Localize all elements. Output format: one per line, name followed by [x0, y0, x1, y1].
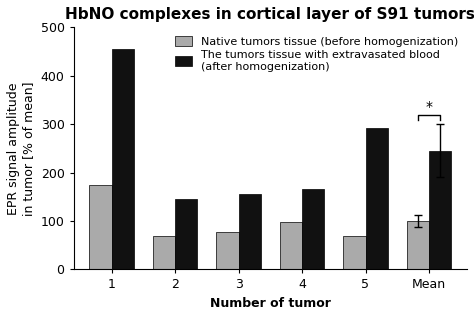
X-axis label: Number of tumor: Number of tumor	[210, 297, 331, 310]
Bar	[280, 223, 302, 269]
Y-axis label: EPR signal amplitude
in tumor [% of mean]: EPR signal amplitude in tumor [% of mean…	[7, 81, 35, 216]
Bar	[302, 189, 324, 269]
Text: *: *	[426, 100, 432, 114]
Bar	[175, 199, 197, 269]
Bar	[90, 185, 111, 269]
Bar	[429, 151, 451, 269]
Legend: Native tumors tissue (before homogenization), The tumors tissue with extravasate: Native tumors tissue (before homogenizat…	[172, 33, 462, 75]
Bar	[365, 128, 388, 269]
Bar	[216, 232, 238, 269]
Bar	[238, 194, 261, 269]
Title: HbNO complexes in cortical layer of S91 tumors: HbNO complexes in cortical layer of S91 …	[65, 7, 474, 22]
Bar	[153, 236, 175, 269]
Bar	[343, 236, 365, 269]
Bar	[111, 49, 134, 269]
Bar	[407, 221, 429, 269]
